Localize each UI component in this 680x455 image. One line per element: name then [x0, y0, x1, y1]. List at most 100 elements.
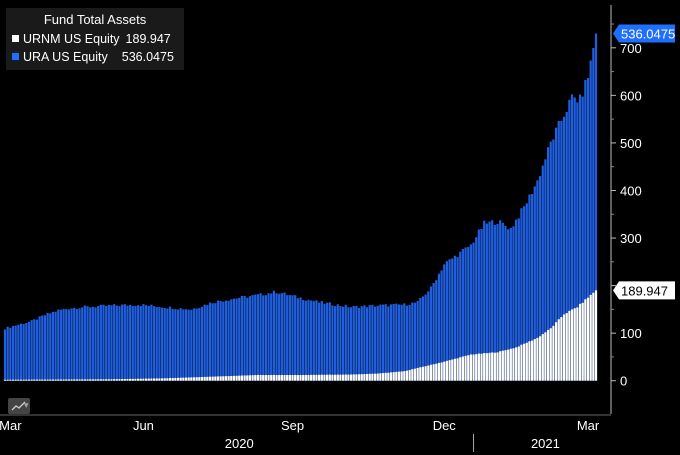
bar: [105, 305, 108, 381]
bar: [448, 360, 451, 381]
bar: [344, 374, 347, 381]
bar: [488, 221, 491, 381]
bar: [171, 378, 174, 381]
bar: [83, 305, 86, 381]
bar: [65, 309, 68, 381]
bar: [227, 300, 230, 381]
bar: [139, 306, 142, 381]
bar: [278, 293, 281, 381]
bar: [3, 329, 7, 381]
bar: [562, 116, 566, 381]
bar: [264, 295, 267, 381]
bar: [195, 377, 198, 381]
bar: [472, 242, 475, 381]
bar: [560, 317, 563, 381]
y-tick-label: 500: [620, 136, 642, 151]
bar: [14, 379, 17, 381]
bar: [43, 379, 47, 381]
x-month-label: Mar: [0, 418, 22, 433]
bar: [286, 295, 289, 381]
bar: [429, 364, 433, 381]
chart-type-button[interactable]: [8, 398, 30, 414]
bar: [307, 374, 310, 381]
bar: [435, 280, 438, 381]
bar: [174, 309, 177, 381]
bar: [11, 379, 15, 381]
chevron-down-icon[interactable]: ▾: [24, 400, 29, 410]
bar: [283, 292, 286, 381]
bar: [557, 319, 560, 381]
bar: [270, 375, 273, 381]
bar: [326, 302, 329, 381]
bar: [302, 375, 305, 381]
y-tick-label: 600: [620, 88, 642, 103]
bar: [371, 304, 374, 381]
bar: [565, 313, 568, 381]
y-tick-label: 0: [620, 374, 627, 389]
bar: [224, 300, 228, 381]
bar: [51, 311, 55, 381]
bar: [131, 378, 134, 381]
bar: [586, 78, 590, 381]
bar: [147, 378, 150, 381]
last-value-tags: 536.0475 189.947: [613, 24, 675, 300]
bar: [73, 379, 76, 381]
bar: [554, 127, 558, 381]
bar: [126, 305, 129, 381]
bar: [59, 309, 63, 381]
bar: [206, 376, 209, 381]
y-tick-label: 100: [620, 326, 642, 341]
bar: [155, 378, 158, 381]
bar: [134, 378, 137, 381]
bar: [94, 379, 97, 381]
bar: [57, 379, 60, 381]
bar: [549, 328, 552, 381]
bar: [344, 304, 347, 381]
bar: [467, 355, 470, 381]
bar: [443, 264, 446, 381]
bar: [9, 379, 12, 381]
bar: [137, 305, 140, 381]
bar: [403, 371, 406, 381]
bar: [176, 309, 180, 381]
bar: [283, 374, 286, 381]
bar: [200, 306, 204, 381]
bar: [30, 320, 33, 381]
bar: [352, 305, 355, 381]
bar: [198, 308, 201, 381]
bar: [413, 302, 417, 381]
bar: [118, 306, 121, 381]
bar: [310, 374, 313, 381]
bar: [259, 374, 262, 381]
bar: [137, 378, 140, 381]
bar: [275, 375, 278, 381]
bar: [118, 379, 121, 381]
bar: [355, 374, 358, 381]
bar: [6, 326, 9, 381]
bar: [158, 307, 161, 381]
bar: [536, 337, 539, 381]
bar: [480, 229, 483, 381]
bar: [451, 359, 454, 381]
ura-last-value-tag: 536.0475: [613, 24, 675, 43]
bar: [230, 299, 233, 381]
bar: [6, 379, 9, 381]
bar: [232, 298, 236, 381]
x-month-label: Sep: [281, 418, 304, 433]
bar: [419, 297, 422, 381]
bar: [531, 340, 534, 381]
bar: [368, 305, 371, 381]
bar: [168, 306, 172, 381]
bar: [485, 223, 488, 381]
bar: [552, 139, 555, 381]
bar: [38, 379, 41, 381]
bar: [129, 378, 132, 381]
bar: [302, 300, 305, 381]
line-chart-icon: [11, 401, 26, 411]
bar: [11, 325, 15, 381]
bar: [102, 379, 105, 381]
bar: [158, 378, 161, 381]
x-month-label: Mar: [577, 418, 600, 433]
bar: [134, 305, 137, 381]
bar: [163, 307, 166, 381]
